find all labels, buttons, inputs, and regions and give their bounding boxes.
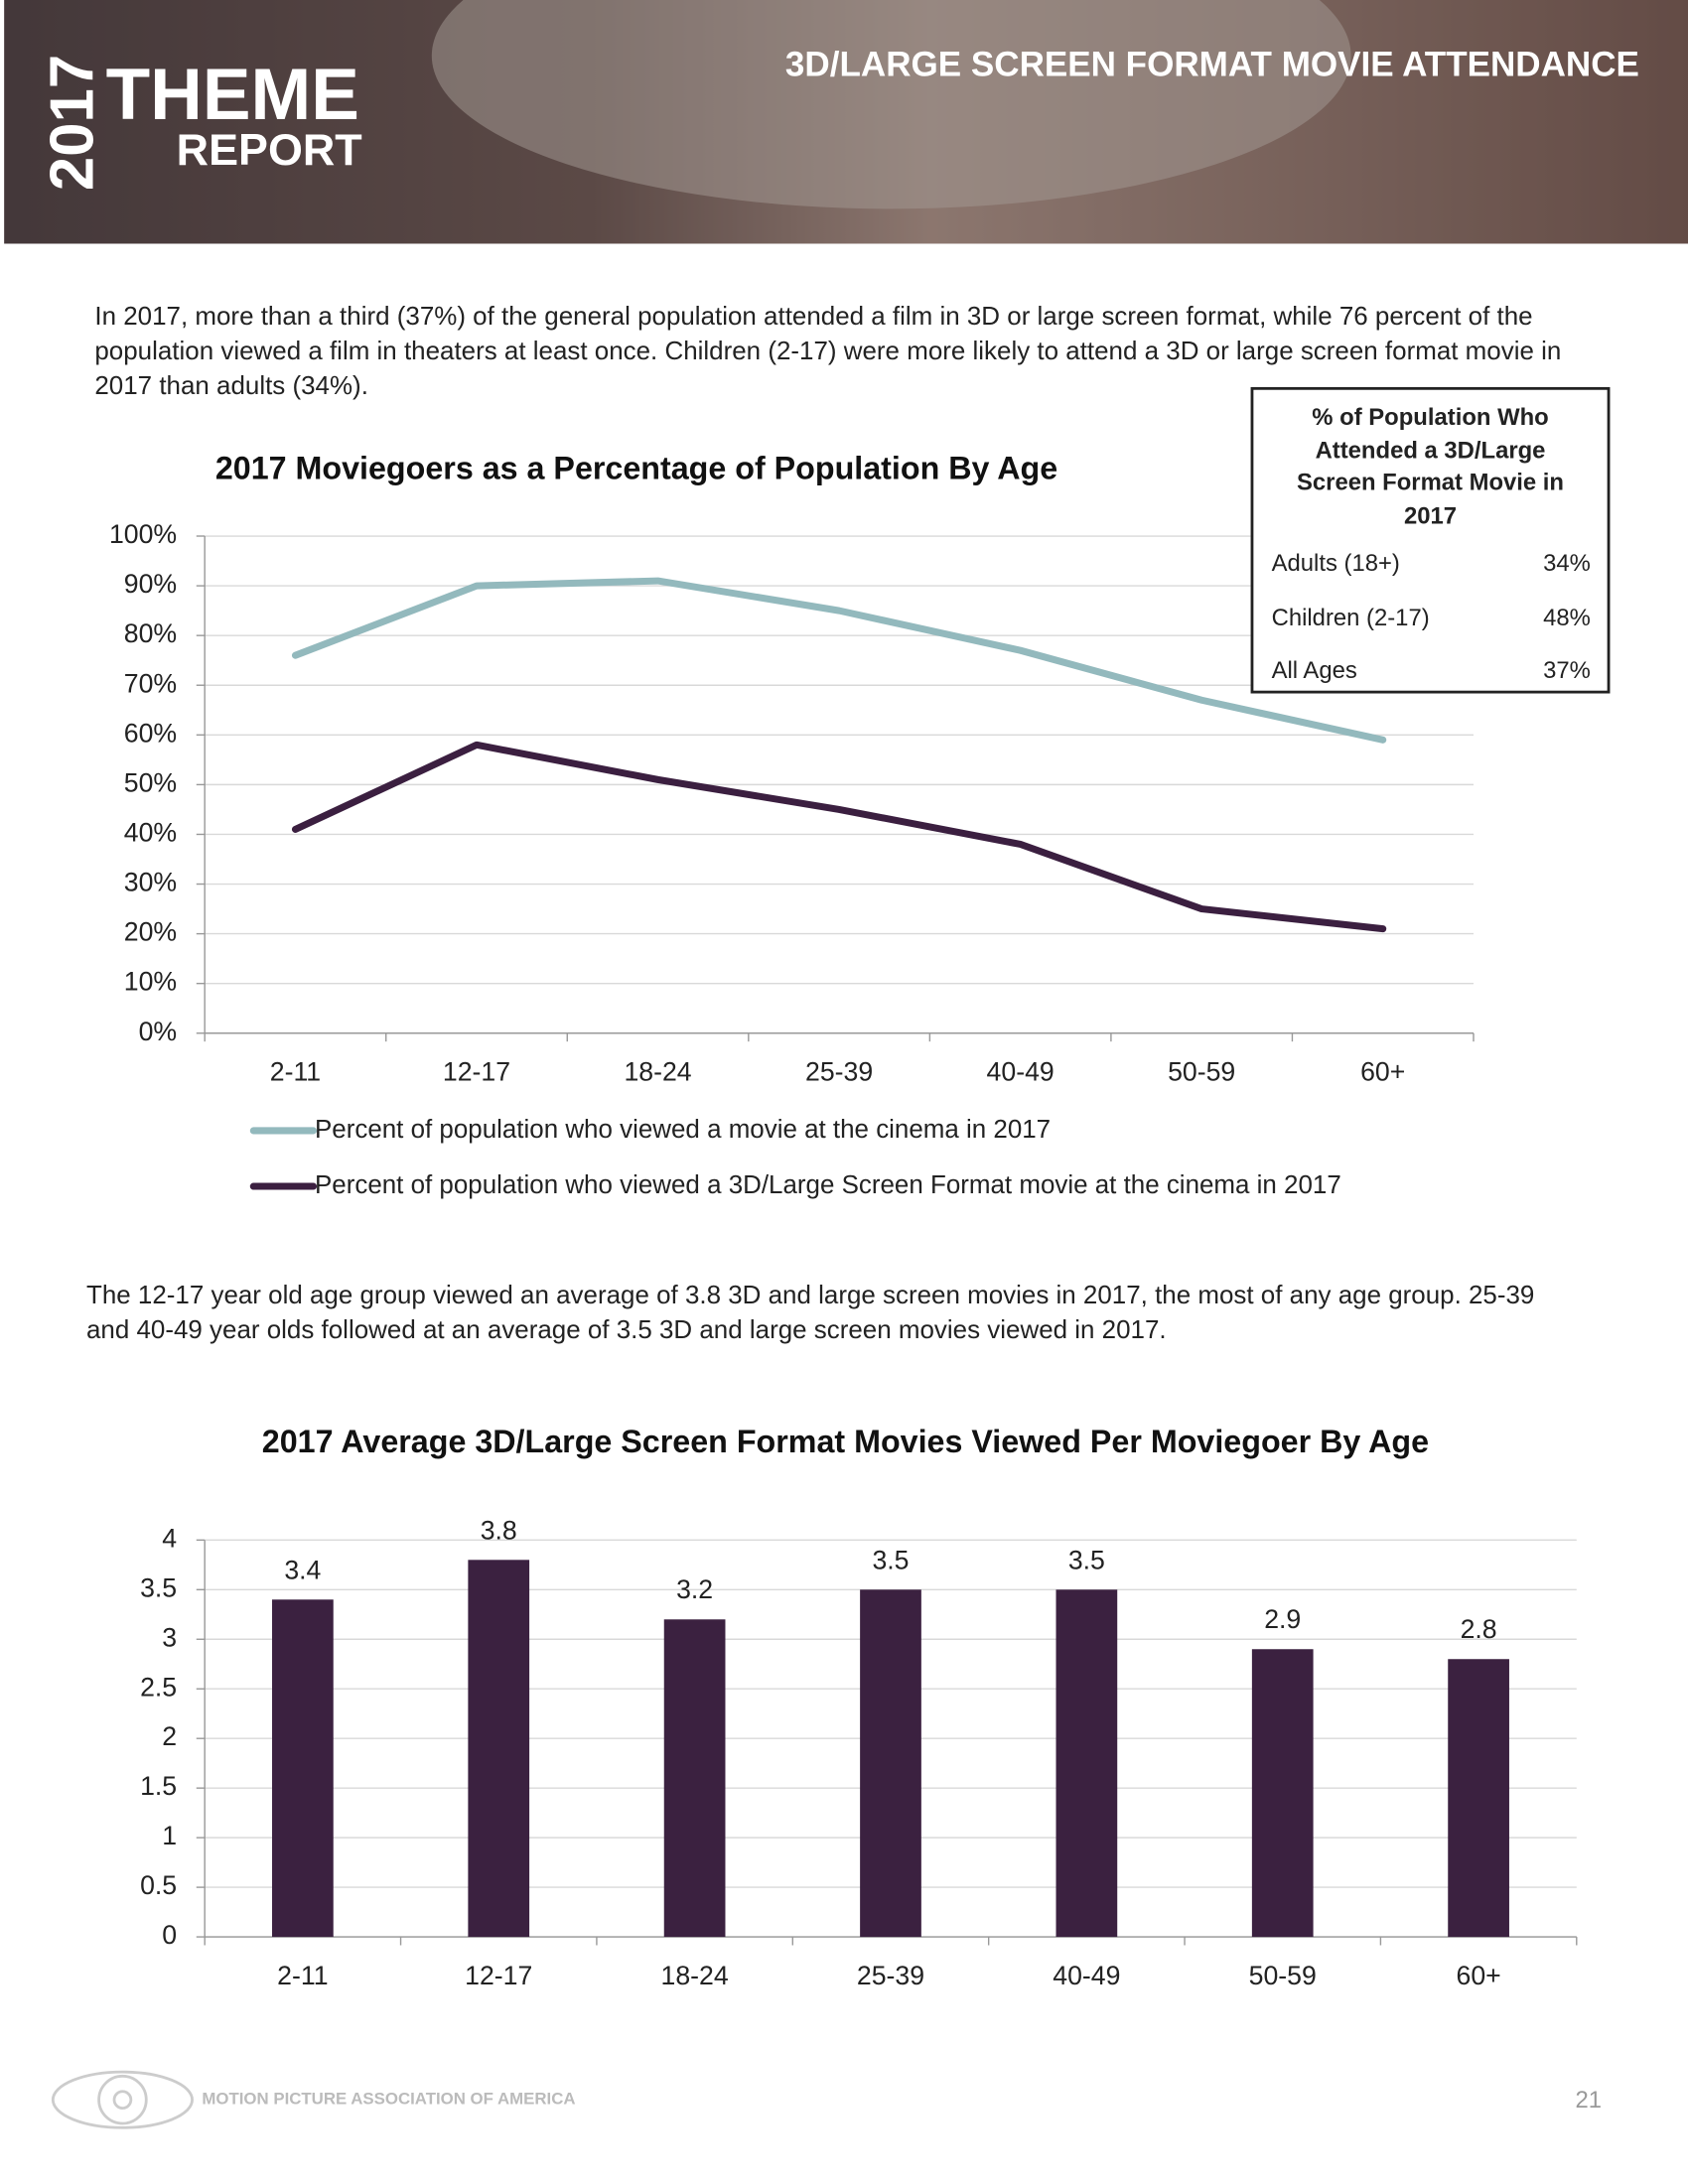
x-tick-label: 50-59 (1249, 1961, 1317, 1990)
y-tick-label: 3 (162, 1622, 177, 1652)
y-tick-label: 50% (124, 767, 177, 797)
x-tick-label: 25-39 (857, 1961, 924, 1990)
bar (1448, 1659, 1509, 1938)
table-cell: 48% (1543, 604, 1591, 631)
header-shade (4, 0, 1688, 244)
legend-label: Percent of population who viewed a 3D/La… (315, 1171, 1341, 1199)
y-tick-label: 2.5 (140, 1672, 177, 1702)
y-tick-label: 2 (162, 1721, 177, 1751)
data-label: 3.8 (481, 1515, 517, 1545)
y-tick-label: 1 (162, 1821, 177, 1850)
y-tick-label: 20% (124, 917, 177, 947)
data-label: 3.5 (1068, 1545, 1105, 1574)
header-report: REPORT (177, 124, 362, 175)
x-tick-label: 18-24 (624, 1056, 691, 1086)
data-label: 3.5 (872, 1545, 909, 1574)
table-cell: 34% (1543, 550, 1591, 578)
y-tick-label: 30% (124, 868, 177, 897)
paragraph: The 12-17 year old age group viewed an a… (85, 1280, 1535, 1344)
legend-label: Percent of population who viewed a movie… (315, 1116, 1051, 1144)
summary-table: % of Population Who Attended a 3D/Large … (1250, 386, 1611, 694)
bar (663, 1619, 726, 1938)
x-tick-label: 60+ (1457, 1961, 1501, 1990)
table-cell: All Ages (1271, 657, 1357, 685)
y-tick-label: 60% (124, 718, 177, 748)
y-tick-label: 3.5 (140, 1572, 177, 1602)
table-row: Children (2-17) 48% (1253, 591, 1607, 644)
y-tick-label: 90% (124, 569, 177, 599)
y-tick-label: 0 (162, 1920, 177, 1950)
y-tick-label: 0.5 (140, 1870, 177, 1900)
y-tick-label: 0% (139, 1017, 178, 1046)
x-tick-label: 60+ (1360, 1056, 1405, 1086)
data-label: 3.2 (676, 1574, 713, 1604)
page-number: 21 (1576, 2087, 1603, 2114)
mpaa-logo (51, 2070, 194, 2129)
footer-organization: MOTION PICTURE ASSOCIATION OF AMERICA (202, 2090, 575, 2109)
y-tick-label: 10% (124, 967, 177, 997)
table-title: % of Population Who Attended a 3D/Large … (1297, 403, 1565, 529)
header-theme: THEME (106, 55, 359, 135)
chart-title: 2017 Average 3D/Large Screen Format Movi… (262, 1424, 1429, 1459)
y-tick-label: 100% (109, 519, 177, 549)
x-tick-label: 12-17 (443, 1056, 510, 1086)
bar (1055, 1589, 1118, 1938)
x-tick-label: 40-49 (1053, 1961, 1120, 1990)
bar (860, 1589, 921, 1938)
header-year: 2017 (38, 55, 106, 191)
y-tick-label: 80% (124, 618, 177, 648)
paragraph: In 2017, more than a third (37%) of the … (94, 300, 1562, 400)
bar (468, 1560, 530, 1938)
data-label: 3.4 (284, 1555, 321, 1584)
table-cell: Adults (18+) (1271, 550, 1400, 578)
x-tick-label: 25-39 (805, 1056, 873, 1086)
table-cell: 37% (1543, 657, 1591, 685)
y-tick-label: 70% (124, 668, 177, 698)
bar (1251, 1649, 1314, 1938)
popcorn-bowl (431, 0, 1351, 209)
bar (272, 1599, 334, 1938)
data-label: 2.9 (1264, 1604, 1301, 1634)
x-tick-label: 40-49 (987, 1056, 1055, 1086)
data-label: 2.8 (1461, 1614, 1497, 1644)
table-body: Adults (18+) 34% Children (2-17) 48% All A… (1253, 537, 1607, 698)
data-line (291, 741, 1387, 933)
chart-title: 2017 Moviegoers as a Percentage of Popul… (215, 451, 1057, 486)
y-tick-label: 1.5 (140, 1771, 177, 1801)
x-tick-label: 18-24 (661, 1961, 729, 1990)
x-tick-label: 12-17 (465, 1961, 532, 1990)
table-row: Adults (18+) 34% (1253, 537, 1607, 591)
x-tick-label: 2-11 (270, 1056, 321, 1086)
header-title: 3D/LARGE SCREEN FORMAT MOVIE ATTENDANCE (785, 46, 1639, 84)
data-line (291, 577, 1387, 744)
table-cell: Children (2-17) (1271, 604, 1430, 631)
x-tick-label: 2-11 (277, 1961, 328, 1990)
y-tick-label: 4 (162, 1523, 177, 1553)
table-row: All Ages 37% (1253, 644, 1607, 698)
x-tick-label: 50-59 (1168, 1056, 1235, 1086)
y-tick-label: 40% (124, 818, 177, 848)
